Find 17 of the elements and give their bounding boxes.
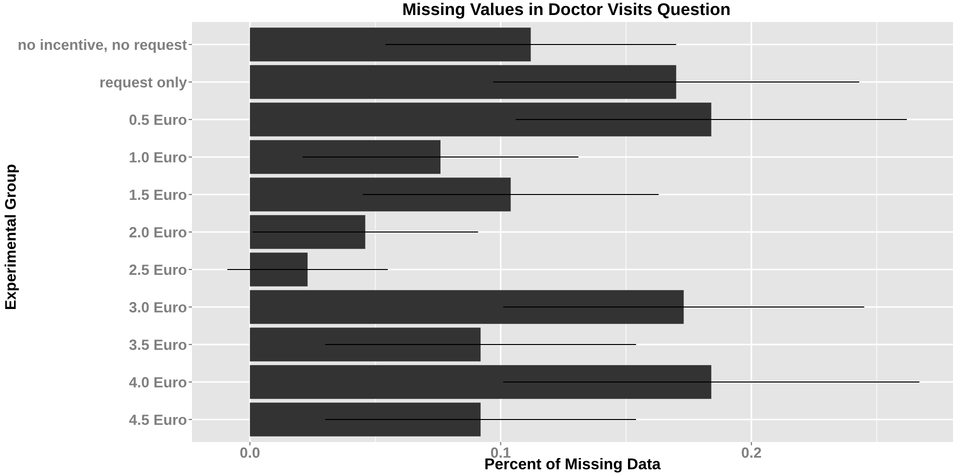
x-tick-label: 0.2: [742, 447, 762, 458]
y-tick-label: 2.5 Euro: [129, 264, 186, 275]
x-tick-label: 0.0: [240, 447, 260, 458]
y-tick-label: 4.0 Euro: [129, 377, 186, 388]
y-tick-label: 3.5 Euro: [129, 340, 186, 350]
y-tick-label: 0.5 Euro: [129, 114, 186, 125]
y-tick-label: 4.5 Euro: [129, 414, 186, 425]
x-axis-title: Percent of Missing Data: [485, 458, 661, 473]
chart-title: Missing Values in Doctor Visits Question: [403, 2, 730, 19]
y-tick-label: 3.0 Euro: [129, 302, 186, 312]
y-tick-label: 1.0 Euro: [130, 152, 186, 162]
y-axis-title: Experimental Group: [4, 164, 19, 310]
y-tick-label: 1.5 Euro: [130, 190, 186, 200]
y-tick-label: 2.0 Euro: [129, 227, 186, 238]
y-tick-label: no incentive, no request: [18, 39, 187, 53]
x-tick-label: 0.1: [491, 447, 510, 458]
y-tick-label: request only: [100, 76, 187, 90]
